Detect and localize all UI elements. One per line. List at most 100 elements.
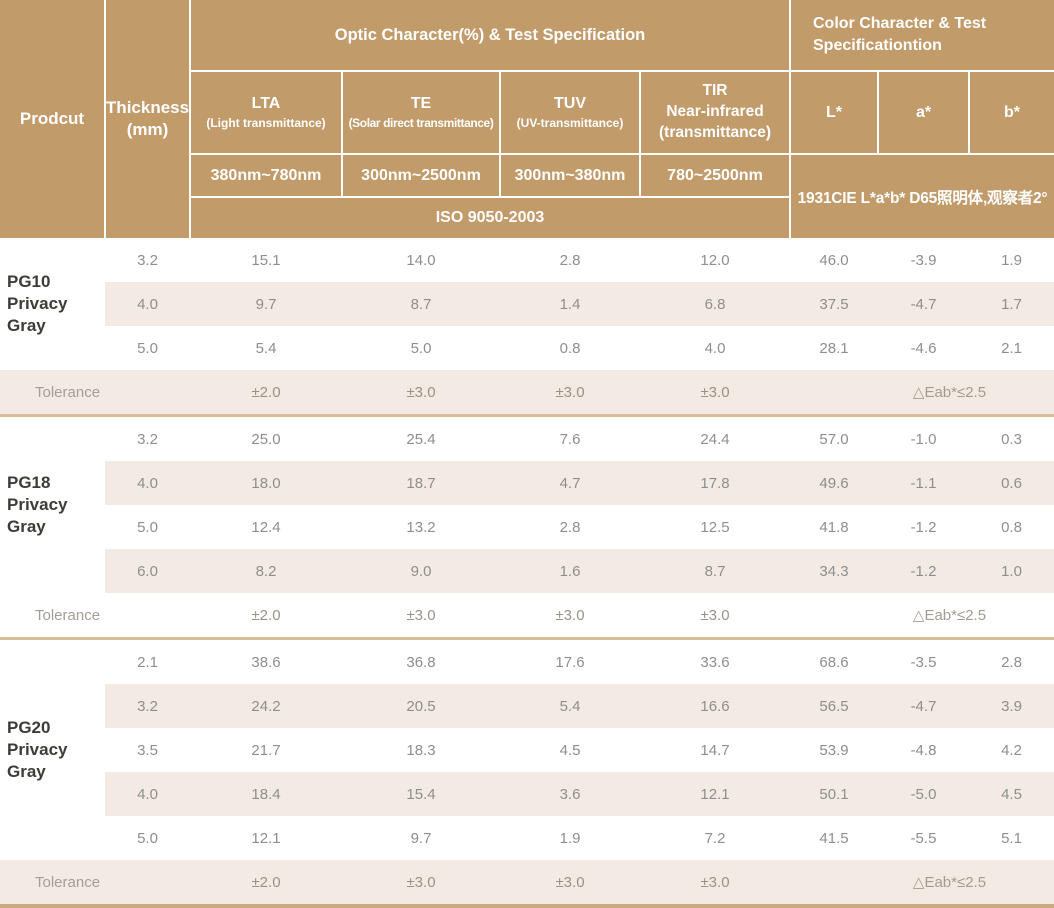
value-cell: 4.0	[704, 339, 726, 357]
data-row: 3.2 15.1 14.0 2.8 12.0 46.0 -3.9 1.9	[0, 238, 1054, 282]
value-cell: 12.0	[700, 251, 730, 269]
table-header: Prodcut Thickness (mm) Optic Character(%…	[0, 0, 1054, 238]
value-cell: 5.4	[255, 339, 277, 357]
value-cell: 50.1	[819, 785, 849, 803]
value-cell: -4.7	[910, 697, 937, 715]
value-cell: 37.5	[819, 295, 849, 313]
tuv-subtitle: (UV-transmittance)	[516, 115, 624, 130]
value-cell: 7.6	[559, 430, 581, 448]
value-cell: 9.7	[410, 829, 432, 847]
value-cell: 4.5	[559, 741, 581, 759]
data-row: 6.0 8.2 9.0 1.6 8.7 34.3 -1.2 1.0	[0, 549, 1054, 593]
data-row: 4.0 18.4 15.4 3.6 12.1 50.1 -5.0 4.5	[0, 772, 1054, 816]
value-cell: 1.7	[1001, 295, 1022, 313]
thickness-cell: 2.1	[137, 653, 158, 671]
data-row: 4.0 9.7 8.7 1.4 6.8 37.5 -4.7 1.7	[0, 282, 1054, 326]
value-cell: 0.8	[1001, 518, 1022, 536]
value-cell: 8.2	[255, 562, 277, 580]
iso-standard-label: ISO 9050-2003	[191, 198, 789, 238]
column-header-bstar: b*	[970, 72, 1054, 153]
value-cell: 2.8	[559, 251, 581, 269]
column-header-tir: TIR Near-infrared (transmittance)	[641, 72, 789, 153]
value-cell: 36.8	[406, 653, 436, 671]
group-divider	[0, 637, 1054, 640]
data-row: 3.2 24.2 20.5 5.4 16.6 56.5 -4.7 3.9	[0, 684, 1054, 728]
value-cell: 16.6	[700, 697, 730, 715]
value-cell: 6.8	[704, 295, 726, 313]
value-cell: -5.5	[910, 829, 937, 847]
tolerance-eab-cell: △Eab*≤2.5	[912, 384, 987, 401]
value-cell: 20.5	[406, 697, 436, 715]
value-cell: 9.7	[255, 295, 277, 313]
value-cell: 5.0	[410, 339, 432, 357]
value-cell: 24.4	[700, 430, 730, 448]
value-cell: -1.0	[910, 430, 937, 448]
tolerance-eab-cell: △Eab*≤2.5	[912, 607, 987, 624]
product-group: 2.1 38.6 36.8 17.6 33.6 68.6 -3.5 2.8 3.2 24.2 20.…	[0, 640, 1054, 904]
value-cell: 2.1	[1001, 339, 1022, 357]
value-cell: -5.0	[910, 785, 937, 803]
value-cell: 56.5	[819, 697, 849, 715]
value-cell: 24.2	[251, 697, 281, 715]
data-row: 5.0 12.4 13.2 2.8 12.5 41.8 -1.2 0.8	[0, 505, 1054, 549]
lta-abbr: LTA	[251, 94, 281, 112]
thickness-cell: 6.0	[137, 562, 158, 580]
thickness-cell: 3.2	[137, 697, 158, 715]
value-cell: 49.6	[819, 474, 849, 492]
value-cell: 1.6	[559, 562, 581, 580]
tolerance-value-cell: ±3.0	[406, 383, 436, 401]
value-cell: 41.5	[819, 829, 849, 847]
data-row: 2.1 38.6 36.8 17.6 33.6 68.6 -3.5 2.8	[0, 640, 1054, 684]
value-cell: -4.8	[910, 741, 937, 759]
value-cell: 12.4	[251, 518, 281, 536]
range-te: 300nm~2500nm	[343, 155, 499, 196]
data-row: 5.0 12.1 9.7 1.9 7.2 41.5 -5.5 5.1	[0, 816, 1054, 860]
range-tir: 780~2500nm	[641, 155, 789, 196]
value-cell: 12.1	[700, 785, 730, 803]
value-cell: 7.2	[704, 829, 726, 847]
tolerance-row: Tolerance ±2.0 ±3.0 ±3.0 ±3.0 △Eab*≤2.5	[0, 370, 1054, 414]
value-cell: -3.9	[910, 251, 937, 269]
value-cell: 18.3	[406, 741, 436, 759]
value-cell: 5.1	[1001, 829, 1022, 847]
value-cell: -4.7	[910, 295, 937, 313]
value-cell: -1.2	[910, 562, 937, 580]
value-cell: 8.7	[704, 562, 726, 580]
table-bottom-border	[0, 904, 1054, 908]
group-header-optic: Optic Character(%) & Test Specification	[191, 0, 789, 70]
value-cell: 25.0	[251, 430, 281, 448]
column-header-tuv: TUV (UV-transmittance)	[501, 72, 639, 153]
tolerance-value-cell: ±3.0	[406, 606, 436, 624]
value-cell: 38.6	[251, 653, 281, 671]
data-row: 5.0 5.4 5.0 0.8 4.0 28.1 -4.6 2.1	[0, 326, 1054, 370]
value-cell: 1.4	[559, 295, 581, 313]
value-cell: 5.4	[559, 697, 581, 715]
product-label: PG10 Privacy Gray	[7, 271, 68, 336]
product-label: PG18 Privacy Gray	[7, 472, 68, 537]
column-header-te: TE (Solar direct transmittance)	[343, 72, 499, 153]
group-divider	[0, 414, 1054, 417]
value-cell: 12.1	[251, 829, 281, 847]
thickness-cell: 5.0	[137, 339, 158, 357]
value-cell: 41.8	[819, 518, 849, 536]
thickness-cell: 5.0	[137, 829, 158, 847]
value-cell: 4.2	[1001, 741, 1022, 759]
lta-subtitle: (Light transmittance)	[206, 115, 326, 130]
tolerance-eab-cell: △Eab*≤2.5	[912, 874, 987, 891]
data-row: 3.2 25.0 25.4 7.6 24.4 57.0 -1.0 0.3	[0, 417, 1054, 461]
value-cell: 28.1	[819, 339, 849, 357]
group-header-color: Color Character & Test Specificationtion	[791, 0, 1054, 70]
thickness-cell: 5.0	[137, 518, 158, 536]
thickness-cell: 4.0	[137, 295, 158, 313]
tolerance-value-cell: ±3.0	[406, 873, 436, 891]
data-row: 4.0 18.0 18.7 4.7 17.8 49.6 -1.1 0.6	[0, 461, 1054, 505]
value-cell: 53.9	[819, 741, 849, 759]
thickness-cell: 4.0	[137, 474, 158, 492]
value-cell: 8.7	[410, 295, 432, 313]
thickness-cell: 3.5	[137, 741, 158, 759]
column-header-product: Prodcut	[0, 0, 104, 238]
tolerance-value-cell: ±3.0	[555, 606, 585, 624]
table-body: 3.2 15.1 14.0 2.8 12.0 46.0 -3.9 1.9 4.0 9.7 8.7 1.…	[0, 238, 1054, 904]
value-cell: 1.9	[559, 829, 581, 847]
product-label: PG20 Privacy Gray	[7, 717, 68, 782]
